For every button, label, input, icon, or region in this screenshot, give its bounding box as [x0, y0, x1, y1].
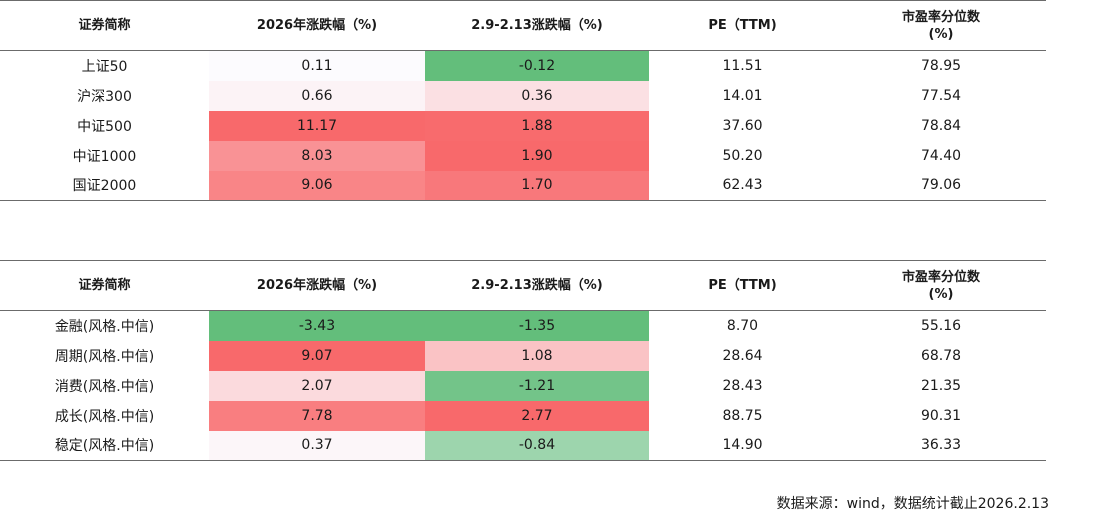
header-window-change: 2.9-2.13涨跌幅（%)	[425, 0, 649, 51]
cell-ytd-change: 0.37	[209, 430, 425, 461]
cell-pe-percentile: 68.78	[920, 347, 962, 364]
cell-pe-ttm: 14.01	[722, 87, 763, 104]
cell-security-name: 上证50	[81, 58, 128, 75]
header-pe-ttm: PE（TTM)	[649, 0, 836, 51]
table-row: 国证2000 9.06 1.70 62.43 79.06	[0, 170, 1046, 201]
cell-window-change: 1.88	[425, 110, 649, 141]
cell-window-change: 1.08	[425, 340, 649, 371]
cell-pe-percentile: 36.33	[836, 430, 1046, 461]
cell-ytd-change: 2.07	[209, 370, 425, 401]
cell-pe-percentile: 79.06	[836, 170, 1046, 201]
cell-pe-ttm: 28.64	[722, 347, 763, 364]
cell-pe-ttm: 14.90	[649, 430, 836, 461]
table-row: 沪深300 0.66 0.36 14.01 77.54	[0, 80, 1046, 111]
cell-ytd-change: -3.43	[209, 310, 425, 341]
cell-security-name: 国证2000	[0, 170, 209, 201]
header-ytd-change: 2026年涨跌幅（%)	[209, 260, 425, 311]
cell-security-name: 消费(风格.中信)	[54, 378, 155, 395]
table-row: 稳定(风格.中信) 0.37 -0.84 14.90 36.33	[0, 430, 1046, 461]
table-row: 中证500 11.17 1.88 37.60 78.84	[0, 110, 1046, 141]
cell-pe-ttm: 50.20	[722, 147, 763, 164]
table-row: 金融(风格.中信) -3.43 -1.35 8.70 55.16	[0, 310, 1046, 341]
cell-ytd-change: 0.11	[209, 50, 425, 81]
table-header-row: 证券简称 2026年涨跌幅（%) 2.9-2.13涨跌幅（%) PE（TTM) …	[0, 260, 1046, 311]
style-valuation-table: 证券简称 2026年涨跌幅（%) 2.9-2.13涨跌幅（%) PE（TTM) …	[0, 260, 1046, 461]
index-valuation-table: 证券简称 2026年涨跌幅（%) 2.9-2.13涨跌幅（%) PE（TTM) …	[0, 0, 1046, 201]
cell-window-change: -0.12	[425, 50, 649, 81]
header-pe-percentile: 市盈率分位数 (%)	[836, 0, 1046, 51]
cell-ytd-change: 0.66	[209, 80, 425, 111]
style-table-body: 金融(风格.中信) -3.43 -1.35 8.70 55.16 周期(风格.中信) 9.0…	[0, 310, 1046, 461]
cell-ytd-change: 8.03	[209, 140, 425, 171]
table-row: 消费(风格.中信) 2.07 -1.21 28.43 21.35	[0, 370, 1046, 401]
cell-security-name: 金融(风格.中信)	[54, 318, 155, 335]
header-ytd-change: 2026年涨跌幅（%)	[209, 0, 425, 51]
cell-ytd-change: 9.07	[209, 340, 425, 371]
cell-security-name: 中证500	[77, 118, 132, 135]
cell-ytd-change: 11.17	[209, 110, 425, 141]
cell-window-change: 1.90	[425, 140, 649, 171]
cell-security-name: 稳定(风格.中信)	[0, 430, 209, 461]
cell-security-name: 成长(风格.中信)	[54, 408, 155, 425]
cell-ytd-change: 9.06	[209, 170, 425, 201]
header-pe-ttm: PE（TTM)	[649, 260, 836, 311]
table-header-row: 证券简称 2026年涨跌幅（%) 2.9-2.13涨跌幅（%) PE（TTM) …	[0, 0, 1046, 51]
header-security-name: 证券简称	[0, 0, 209, 51]
table-row: 上证50 0.11 -0.12 11.51 78.95	[0, 50, 1046, 81]
cell-pe-ttm: 11.51	[722, 57, 763, 74]
data-source-note: 数据来源：wind，数据统计截止2026.2.13	[776, 496, 1049, 512]
cell-pe-ttm: 8.70	[726, 317, 759, 334]
cell-window-change: -1.35	[425, 310, 649, 341]
cell-pe-ttm: 37.60	[722, 117, 763, 134]
cell-window-change: -0.84	[425, 430, 649, 461]
table-row: 周期(风格.中信) 9.07 1.08 28.64 68.78	[0, 340, 1046, 371]
cell-window-change: 2.77	[425, 400, 649, 431]
cell-security-name: 沪深300	[77, 88, 132, 105]
cell-pe-percentile: 74.40	[920, 147, 962, 164]
header-security-name: 证券简称	[0, 260, 209, 311]
cell-pe-percentile: 55.16	[920, 317, 962, 334]
cell-pe-percentile: 78.84	[920, 117, 962, 134]
cell-window-change: -1.21	[425, 370, 649, 401]
header-pe-percentile: 市盈率分位数 (%)	[836, 260, 1046, 311]
cell-window-change: 0.36	[425, 80, 649, 111]
cell-pe-ttm: 62.43	[649, 170, 836, 201]
table-row: 成长(风格.中信) 7.78 2.77 88.75 90.31	[0, 400, 1046, 431]
cell-pe-percentile: 21.35	[920, 377, 962, 394]
cell-pe-ttm: 88.75	[722, 407, 763, 424]
table-row: 中证1000 8.03 1.90 50.20 74.40	[0, 140, 1046, 171]
cell-security-name: 周期(风格.中信)	[54, 348, 155, 365]
cell-pe-ttm: 28.43	[722, 377, 763, 394]
cell-window-change: 1.70	[425, 170, 649, 201]
cell-pe-percentile: 78.95	[920, 57, 962, 74]
cell-ytd-change: 7.78	[209, 400, 425, 431]
header-window-change: 2.9-2.13涨跌幅（%)	[425, 260, 649, 311]
cell-pe-percentile: 77.54	[920, 87, 962, 104]
cell-pe-percentile: 90.31	[920, 407, 962, 424]
index-table-body: 上证50 0.11 -0.12 11.51 78.95 沪深300 0.66 0.36 14.0…	[0, 50, 1046, 201]
cell-security-name: 中证1000	[72, 148, 137, 165]
